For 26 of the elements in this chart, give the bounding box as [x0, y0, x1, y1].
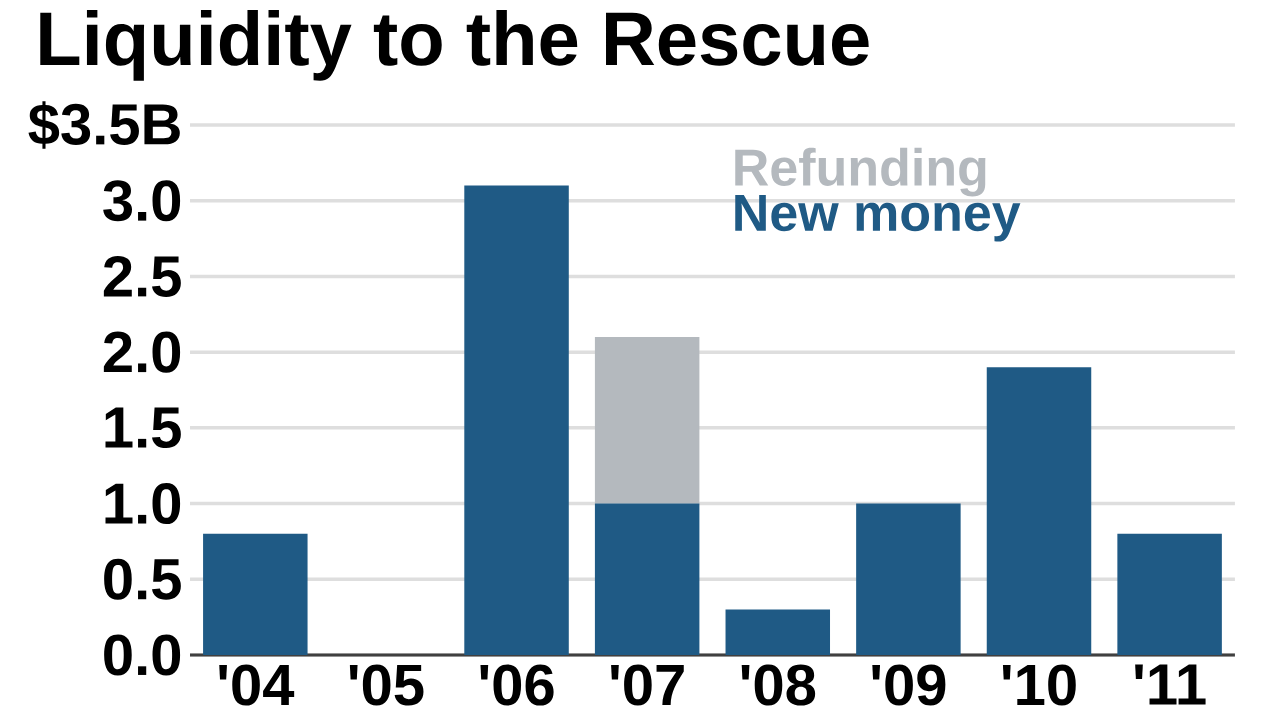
chart-title: Liquidity to the Rescue: [40, 9, 869, 81]
y-tick-label: 1.5: [105, 407, 181, 449]
x-tick-label: '11: [1135, 664, 1206, 705]
y-tick-label: 3.0: [103, 180, 181, 222]
y-tick-label: 2.0: [103, 331, 181, 373]
y-tick-label: 2.5: [103, 255, 181, 297]
x-tick-label: '08: [741, 664, 816, 706]
x-tick-label: '09: [872, 664, 946, 706]
x-tick-label: '10: [1002, 664, 1076, 706]
bar: [986, 367, 1092, 655]
x-tick-label: '04: [219, 664, 295, 706]
bar: [1117, 533, 1222, 655]
bar: [594, 503, 700, 655]
bar: [464, 185, 569, 655]
bar: [203, 533, 308, 655]
bar: [594, 336, 700, 504]
y-tick-label: 0.5: [104, 558, 181, 600]
y-tick-label: 1.0: [105, 483, 181, 525]
text: Refunding: [735, 147, 986, 197]
y-tick-label: 0.0: [104, 634, 181, 676]
bar: [856, 503, 961, 655]
x-tick-label: '07: [611, 664, 684, 706]
y-tick-label: $3.5B: [28, 101, 180, 149]
x-tick-label: '06: [480, 664, 554, 706]
bar: [725, 609, 831, 655]
x-tick-label: '05: [349, 664, 424, 706]
